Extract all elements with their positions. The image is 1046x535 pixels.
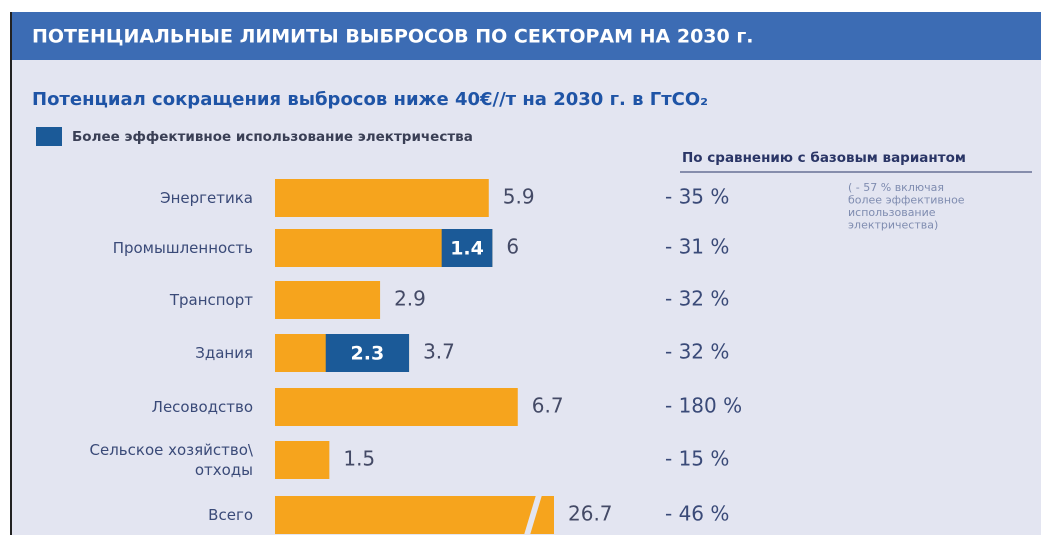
header: ПОТЕНЦИАЛЬНЫЕ ЛИМИТЫ ВЫБРОСОВ ПО СЕКТОРА… — [32, 26, 754, 48]
value-label: 26.7 — [568, 502, 613, 526]
category-label: Здания — [195, 344, 253, 362]
comparison-label: - 32 % — [665, 287, 729, 311]
comparison-label: - 180 % — [665, 394, 742, 418]
value-label: 3.7 — [423, 340, 455, 364]
comparison-title: По сравнению с базовым вариантом — [682, 150, 966, 166]
note: электричества) — [848, 219, 938, 232]
comparison-label: - 32 % — [665, 340, 729, 364]
value-label: 5.9 — [503, 185, 535, 209]
comparison-label: - 15 % — [665, 447, 729, 471]
value-label: 2.9 — [394, 287, 426, 311]
bar — [275, 281, 381, 319]
note: ( - 57 % включая — [848, 181, 944, 194]
bar — [275, 179, 489, 217]
legend-label: Более эффективное использование электрич… — [72, 129, 473, 145]
comparison-label: - 35 % — [665, 185, 729, 209]
highlight-label: 2.3 — [351, 343, 385, 365]
bar — [275, 388, 518, 426]
note: использование — [848, 206, 936, 219]
highlight-bar — [325, 334, 410, 372]
bar — [275, 496, 554, 534]
axis-break — [524, 495, 542, 535]
category-label: Сельское хозяйство\ отходы — [90, 441, 254, 479]
comparison-label: - 31 % — [665, 235, 729, 259]
chart-title: Потенциал сокращения выбросов ниже 40€//… — [32, 89, 708, 110]
bar — [275, 441, 330, 479]
value-label: 6.7 — [532, 394, 564, 418]
note: более эффективное — [848, 194, 965, 207]
category-label: Транспорт — [169, 291, 253, 309]
highlight-bar — [441, 229, 493, 267]
highlight-label: 1.4 — [450, 238, 484, 260]
category-label: Энергетика — [160, 189, 253, 207]
legend-swatch — [36, 127, 62, 146]
value-label: 6 — [506, 235, 519, 259]
panel-bg — [11, 60, 1041, 535]
category-label: Всего — [208, 506, 253, 524]
comparison-label: - 46 % — [665, 502, 729, 526]
value-label: 1.5 — [343, 447, 375, 471]
header-band — [11, 12, 1041, 60]
category-label: Промышленность — [113, 239, 253, 257]
category-label: Лесоводство — [152, 398, 253, 416]
